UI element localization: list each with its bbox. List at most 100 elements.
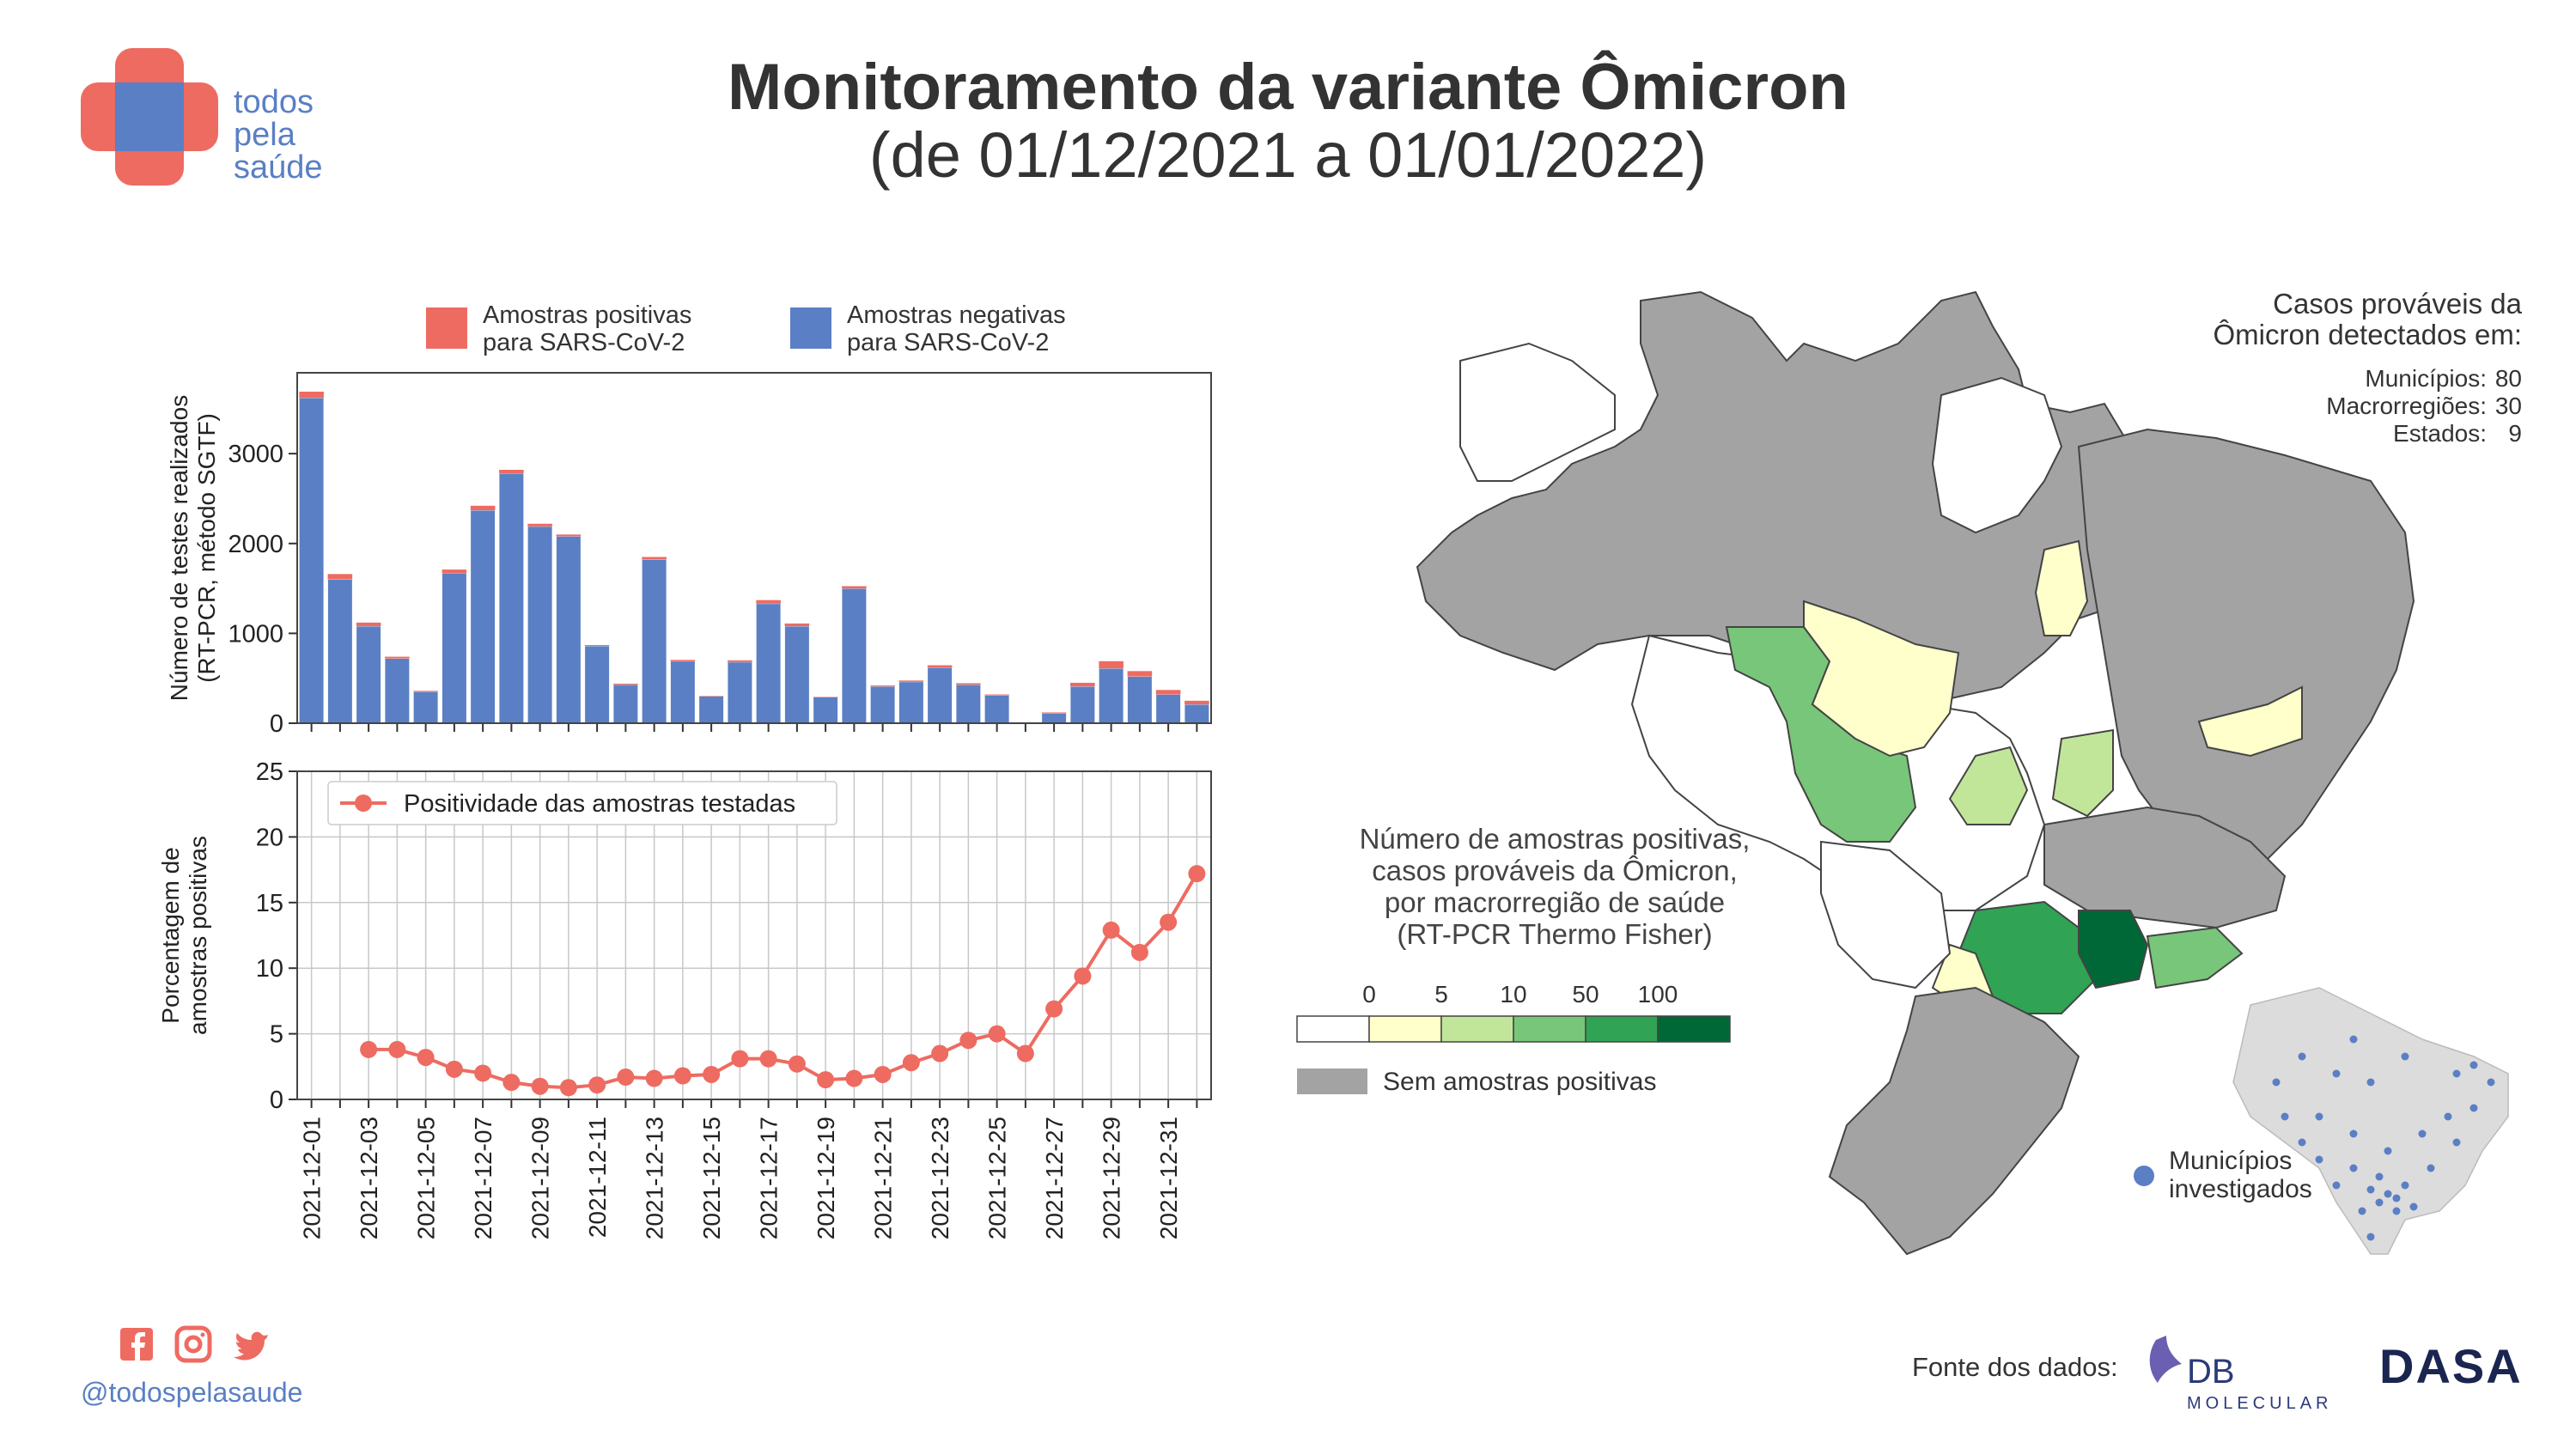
bar-positive: [299, 391, 324, 399]
map-summary-title-line2: Ômicron detectados em:: [2214, 319, 2523, 350]
bar-positive: [870, 685, 895, 687]
bar-positive: [499, 469, 524, 474]
bar-y-tick-label: 1000: [228, 620, 283, 648]
inset-dot: [2298, 1138, 2306, 1147]
legend-positive-line1: Amostras positivas: [483, 301, 691, 329]
bar-positive: [584, 644, 610, 647]
x-tick-label: 2021-12-09: [527, 1117, 554, 1239]
x-tick-label: 2021-12-15: [698, 1117, 725, 1239]
x-tick-label: 2021-12-05: [413, 1117, 440, 1239]
line-y-tick-label: 10: [256, 955, 283, 983]
x-tick-label: 2021-12-19: [813, 1117, 839, 1239]
map-region-mato-grosso-yellow: [1803, 600, 1960, 758]
bar-negative: [727, 661, 752, 724]
instagram-icon[interactable]: [174, 1325, 212, 1363]
bar-positive: [385, 656, 410, 659]
bar-positive: [956, 683, 981, 685]
legend-swatch-positive: [426, 307, 467, 349]
map-legend-swatch: [1368, 1015, 1442, 1043]
bar-negative: [1069, 685, 1095, 724]
x-tick-label: 2021-12-07: [470, 1117, 496, 1239]
bar-negative: [898, 681, 924, 724]
bar-negative: [813, 697, 838, 724]
map-region-minas-light: [2051, 728, 2114, 818]
inset-dot: [2315, 1112, 2323, 1121]
twitter-icon[interactable]: [234, 1331, 268, 1361]
positivity-point: [1130, 943, 1148, 961]
inset-dot: [2349, 1164, 2358, 1172]
map-region-rj-green: [2146, 926, 2244, 989]
bar-negative: [784, 625, 810, 724]
bar-negative: [1127, 676, 1153, 724]
map-legend-swatch: [1657, 1015, 1731, 1043]
bar-negative: [498, 472, 524, 724]
positivity-point: [645, 1069, 663, 1087]
map-region-tocantins-yellow: [2034, 539, 2089, 636]
bar-y-tick-label: 2000: [228, 531, 283, 558]
logo: [81, 48, 218, 186]
map-region-southeast: [2043, 806, 2287, 929]
bar-negative: [927, 667, 953, 724]
inset-dot: [2349, 1129, 2358, 1138]
inset-dot: [2427, 1164, 2435, 1172]
line-y-tick-label: 20: [256, 824, 283, 851]
bar-y-tick-label: 0: [270, 710, 283, 738]
positivity-point: [902, 1054, 920, 1072]
positivity-point: [1160, 913, 1178, 931]
bar-plot-frame: [296, 372, 1212, 724]
inset-dot: [2452, 1138, 2461, 1147]
positivity-point: [1102, 921, 1120, 939]
positivity-point: [959, 1032, 977, 1050]
positivity-point: [474, 1064, 492, 1082]
bar-positive: [613, 683, 638, 685]
map-summary-title: Casos prováveis da Ômicron detectados em:: [2214, 288, 2523, 350]
bar-positive: [327, 574, 353, 580]
map-summary-title-line1: Casos prováveis da: [2273, 288, 2522, 320]
x-tick-label: 2021-12-21: [870, 1117, 897, 1239]
logo-line-1: todos: [234, 84, 314, 120]
x-tick-label: 2021-12-13: [642, 1117, 668, 1239]
bar-negative: [670, 661, 696, 724]
line-legend-marker: [355, 795, 372, 812]
bar-positive: [1155, 690, 1181, 695]
bar-positive: [642, 557, 667, 560]
inset-dot: [2332, 1181, 2341, 1190]
inset-dot: [2375, 1172, 2384, 1181]
map-legend-title-line1: Número de amostras positivas,: [1360, 823, 1751, 855]
x-tick-label: 2021-12-11: [584, 1117, 611, 1238]
positivity-point: [1045, 1000, 1063, 1018]
map-region-bahia-yellow: [2197, 685, 2303, 758]
dasa-logo: DASA: [2379, 1339, 2523, 1393]
x-tick-label: 2021-12-25: [984, 1117, 1011, 1239]
map-region-ms-white: [1820, 840, 1952, 989]
bar-positive: [470, 505, 496, 511]
bar-negative: [756, 603, 782, 724]
legend-negative-line2: para SARS-CoV-2: [847, 329, 1049, 356]
positivity-point: [531, 1077, 549, 1095]
facebook-icon[interactable]: [120, 1328, 153, 1361]
positivity-point: [1016, 1044, 1034, 1062]
legend-label-negative: Amostras negativas para SARS-CoV-2: [847, 301, 1066, 356]
inset-dot: [2409, 1202, 2418, 1211]
map-region-white-mid: [1931, 376, 2063, 534]
svg-text:DASA: DASA: [2379, 1339, 2523, 1393]
map-region-northeast: [2077, 428, 2415, 860]
bar-y-axis-label-line: Número de testes realizados: [166, 395, 192, 701]
inset-dot: [2375, 1198, 2384, 1207]
inset-dot: [2401, 1052, 2409, 1061]
inset-dot: [2418, 1129, 2427, 1138]
bar-negative: [442, 572, 467, 724]
summary-value: 9: [2508, 420, 2522, 447]
map-legend-title-line4: (RT-PCR Thermo Fisher): [1397, 918, 1712, 950]
line-y-tick-label: 15: [256, 890, 283, 917]
inset-label: Municípios investigados: [2169, 1147, 2312, 1203]
bar-positive: [784, 623, 810, 627]
social-handle[interactable]: @todospelasaude: [81, 1377, 303, 1408]
map-legend-title-line2: casos prováveis da Ômicron,: [1372, 855, 1738, 886]
positivity-point: [559, 1079, 577, 1097]
inset-dot: [2469, 1104, 2478, 1112]
logo-line-2: pela: [234, 117, 295, 153]
inset-dot: [2487, 1078, 2495, 1087]
bar-positive: [898, 680, 924, 682]
map-legend-bin-label: 0: [1362, 981, 1376, 1008]
